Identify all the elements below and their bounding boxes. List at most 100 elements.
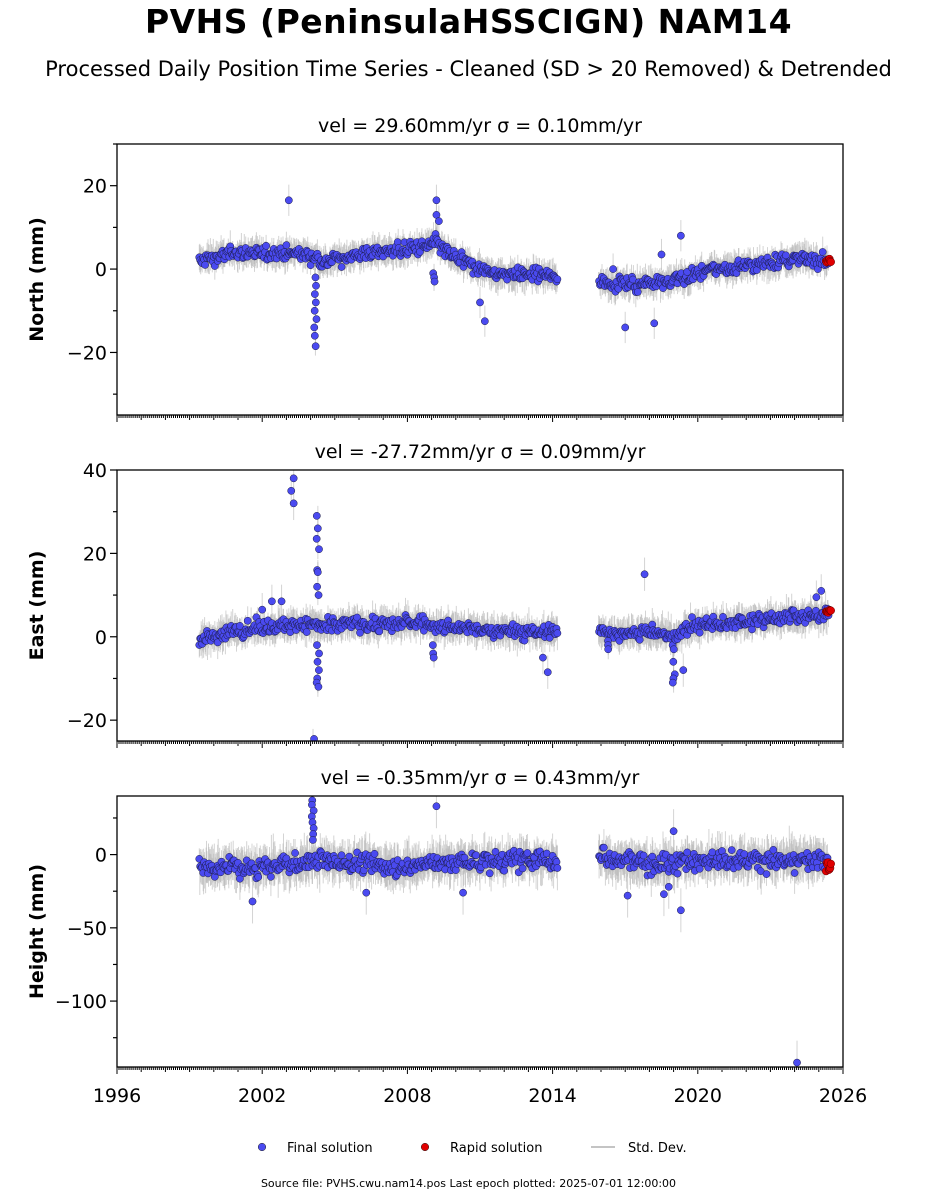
- final-point: [201, 261, 209, 269]
- rapid-points: [822, 605, 835, 617]
- y-axis-label: East (mm): [26, 551, 48, 661]
- stddev-bars: [198, 796, 829, 1067]
- final-point: [669, 657, 678, 666]
- outlier-point: [432, 196, 441, 205]
- outlier-point: [679, 666, 688, 674]
- final-point: [313, 524, 322, 533]
- x-ticks: [116, 741, 844, 748]
- data-area: [195, 184, 835, 356]
- final-point: [302, 628, 311, 636]
- final-point: [310, 323, 319, 332]
- outlier-point: [268, 597, 276, 606]
- final-point: [315, 666, 323, 674]
- final-point: [313, 657, 322, 666]
- data-area: [195, 796, 835, 1067]
- outlier-point: [677, 231, 685, 240]
- panel-title: vel = 29.60mm/yr σ = 0.10mm/yr: [318, 115, 642, 137]
- outlier-point: [539, 653, 547, 662]
- final-point: [315, 545, 323, 554]
- outlier-point: [609, 265, 617, 273]
- final-point: [695, 628, 704, 637]
- rapid-points: [822, 254, 835, 267]
- final-point: [312, 534, 321, 543]
- final-point: [818, 248, 827, 256]
- y-tick-label: −20: [67, 342, 107, 364]
- outlier-point: [621, 323, 630, 332]
- final-point: [429, 653, 438, 662]
- final-point: [313, 641, 321, 649]
- final-point: [337, 263, 346, 271]
- outlier-point: [640, 570, 649, 579]
- y-ticks: [110, 143, 117, 395]
- final-point: [243, 616, 252, 625]
- final-point: [633, 288, 642, 296]
- final-point: [553, 275, 562, 284]
- panel-title: vel = -27.72mm/yr σ = 0.09mm/yr: [315, 441, 646, 463]
- panel-2: vel = -27.72mm/yr σ = 0.09mm/yr East (mm)…: [26, 441, 844, 748]
- final-point: [313, 582, 321, 591]
- outlier-point: [543, 668, 552, 677]
- final-point: [312, 315, 321, 323]
- chart-subtitle: Processed Daily Position Time Series - C…: [45, 57, 892, 81]
- outlier-point: [258, 605, 267, 614]
- final-point: [669, 645, 678, 654]
- final-point: [311, 290, 319, 298]
- outlier-point: [435, 217, 443, 225]
- y-axis-label: Height (mm): [26, 864, 48, 999]
- x-ticks: [116, 415, 844, 422]
- outlier-point: [289, 474, 298, 483]
- final-point: [553, 629, 562, 638]
- final-point: [719, 613, 727, 621]
- outlier-point: [817, 587, 826, 595]
- rapid-point: [826, 606, 835, 615]
- y-tick-label: 0: [95, 627, 107, 649]
- outlier-point: [287, 486, 296, 495]
- outlier-point: [277, 597, 286, 606]
- final-point: [782, 251, 790, 260]
- y-tick-label: 20: [83, 176, 107, 198]
- final-point: [635, 635, 644, 644]
- outlier-point: [289, 499, 298, 508]
- final-point: [314, 682, 323, 691]
- final-point: [236, 622, 244, 630]
- outlier-point: [480, 317, 489, 326]
- final-point: [311, 298, 320, 307]
- chart-title: PVHS (PeninsulaHSSCIGN) NAM14: [144, 2, 793, 41]
- outlier-point: [476, 298, 484, 307]
- panel-title: vel = -0.35mm/yr σ = 0.43mm/yr: [321, 767, 640, 789]
- final-point: [430, 277, 439, 286]
- final-points: [195, 474, 833, 741]
- final-point: [310, 331, 319, 340]
- final-point: [312, 512, 321, 520]
- final-point: [428, 641, 437, 649]
- final-point: [668, 678, 677, 687]
- panel-1: vel = 29.60mm/yr σ = 0.10mm/yr North (mm)…: [26, 115, 844, 422]
- final-point: [314, 591, 323, 599]
- data-area: [195, 470, 835, 741]
- final-point: [313, 568, 322, 576]
- panel-3: vel = -0.35mm/yr σ = 0.43mm/yr Height (mm…: [26, 767, 867, 1107]
- final-point: [262, 241, 270, 250]
- y-tick-label: 40: [83, 460, 107, 482]
- final-point: [312, 281, 320, 290]
- final-point: [375, 627, 384, 636]
- y-tick-label: 0: [95, 259, 107, 281]
- y-tick-label: −20: [67, 710, 107, 732]
- final-point: [310, 306, 319, 315]
- final-point: [353, 613, 361, 622]
- y-ticks: [110, 469, 117, 721]
- final-point: [282, 241, 291, 249]
- final-point: [604, 645, 613, 654]
- y-axis-label: North (mm): [26, 217, 48, 342]
- outlier-point: [812, 593, 821, 602]
- rapid-point: [826, 257, 835, 266]
- final-point: [311, 342, 320, 351]
- y-tick-label: 20: [83, 543, 107, 565]
- outlier-point: [650, 319, 659, 328]
- outlier-point: [657, 250, 666, 259]
- final-point: [315, 649, 323, 658]
- final-points: [195, 196, 833, 351]
- final-point: [311, 273, 320, 282]
- outlier-point: [284, 196, 293, 205]
